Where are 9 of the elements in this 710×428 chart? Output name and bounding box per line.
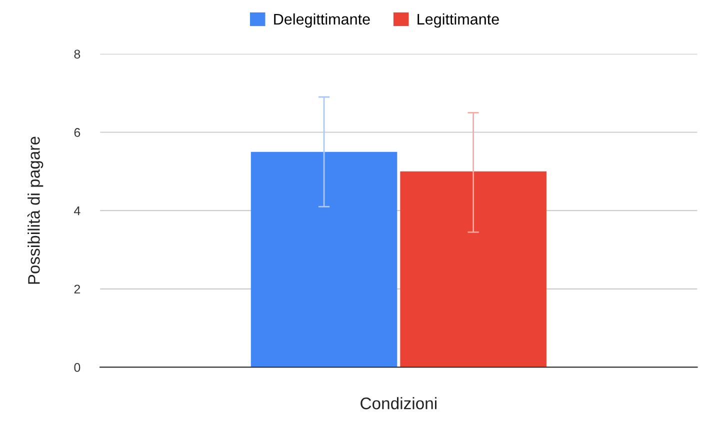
y-axis-title: Possibilità di pagare xyxy=(27,136,44,284)
y-tick-label: 2 xyxy=(74,284,80,294)
y-tick-label: 8 xyxy=(74,50,80,59)
y-tick-label: 0 xyxy=(74,363,80,372)
legend-label: Legittimante xyxy=(418,13,499,28)
y-tick-label: 4 xyxy=(74,206,80,216)
legend-label: Delegittimante xyxy=(274,13,370,28)
x-axis-title: Condizioni xyxy=(360,397,436,410)
y-tick-label: 6 xyxy=(74,128,80,137)
